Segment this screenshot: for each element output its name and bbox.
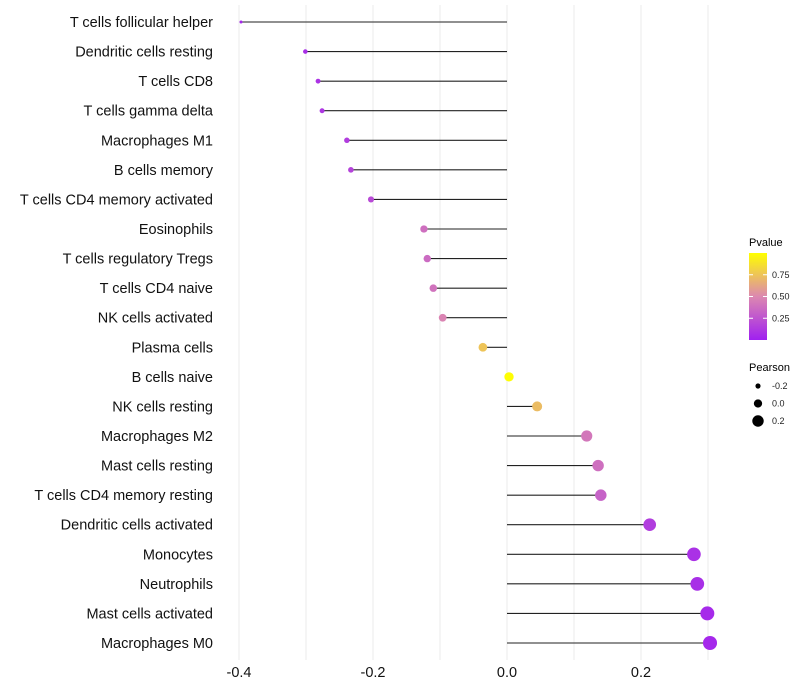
y-tick-label: T cells CD8 — [138, 74, 213, 90]
point — [438, 313, 447, 322]
y-tick-label: T cells CD4 memory activated — [20, 192, 213, 208]
x-axis-labels: -0.4 -0.2 0.0 0.2 — [227, 665, 652, 681]
point — [239, 20, 243, 24]
point — [429, 284, 438, 292]
gridlines — [238, 5, 709, 660]
y-tick-label: T cells CD4 naive — [100, 281, 213, 297]
point — [643, 518, 657, 532]
point — [581, 430, 593, 442]
y-tick-label: T cells gamma delta — [84, 104, 214, 120]
color-tick-label: 0.50 — [772, 292, 790, 302]
point — [344, 137, 350, 144]
lollipops — [239, 20, 718, 651]
y-tick-label: NK cells resting — [112, 399, 213, 415]
point — [420, 225, 428, 233]
point — [348, 167, 354, 173]
point — [478, 342, 488, 352]
y-tick-label: B cells memory — [114, 163, 214, 179]
point — [687, 547, 701, 562]
size-legend-point — [752, 415, 764, 427]
size-legend-point — [755, 383, 761, 389]
y-tick-label: Eosinophils — [139, 222, 213, 238]
y-tick-label: T cells regulatory Tregs — [63, 252, 213, 268]
point — [504, 372, 514, 382]
color-tick-label: 0.75 — [772, 270, 790, 280]
y-tick-label: T cells CD4 memory resting — [34, 488, 213, 504]
x-tick-label: 0.0 — [497, 665, 517, 681]
point — [532, 401, 543, 412]
y-tick-label: Neutrophils — [140, 577, 213, 593]
point — [690, 576, 705, 591]
size-legend-title: Pearson — [749, 362, 790, 374]
y-tick-label: T cells follicular helper — [70, 15, 213, 31]
point — [702, 635, 718, 651]
color-legend-title: Pvalue — [749, 237, 783, 249]
point — [423, 254, 431, 263]
x-tick-label: 0.2 — [631, 665, 651, 681]
y-tick-label: Macrophages M0 — [101, 636, 213, 652]
x-tick-label: -0.4 — [227, 665, 252, 681]
y-tick-label: Macrophages M2 — [101, 429, 213, 445]
x-tick-label: -0.2 — [361, 665, 386, 681]
y-tick-label: Monocytes — [143, 547, 213, 563]
y-tick-label: Dendritic cells resting — [75, 45, 213, 61]
legend: Pvalue 0.25 0.50 0.75 Pearson -0.2 0.0 0.2 — [749, 237, 790, 427]
y-tick-label: Plasma cells — [132, 340, 213, 356]
size-legend-label: 0.2 — [772, 416, 785, 426]
point — [592, 459, 604, 472]
point — [595, 489, 607, 501]
point — [303, 49, 308, 54]
y-tick-label: Mast cells activated — [86, 606, 213, 622]
point — [367, 196, 375, 203]
y-tick-label: NK cells activated — [98, 311, 213, 327]
y-tick-label: Macrophages M1 — [101, 133, 213, 149]
y-tick-label: B cells naive — [132, 370, 213, 386]
color-tick-label: 0.25 — [772, 313, 790, 323]
point — [700, 606, 715, 621]
y-tick-label: Mast cells resting — [101, 459, 213, 475]
point — [319, 108, 325, 114]
point — [315, 78, 321, 84]
size-legend-point — [753, 399, 763, 408]
size-legend-label: -0.2 — [772, 381, 788, 391]
y-tick-label: Dendritic cells activated — [61, 518, 213, 534]
size-legend-label: 0.0 — [772, 399, 785, 409]
color-bar — [749, 253, 767, 340]
y-axis-labels: T cells follicular helper Dendritic cells… — [20, 15, 214, 652]
